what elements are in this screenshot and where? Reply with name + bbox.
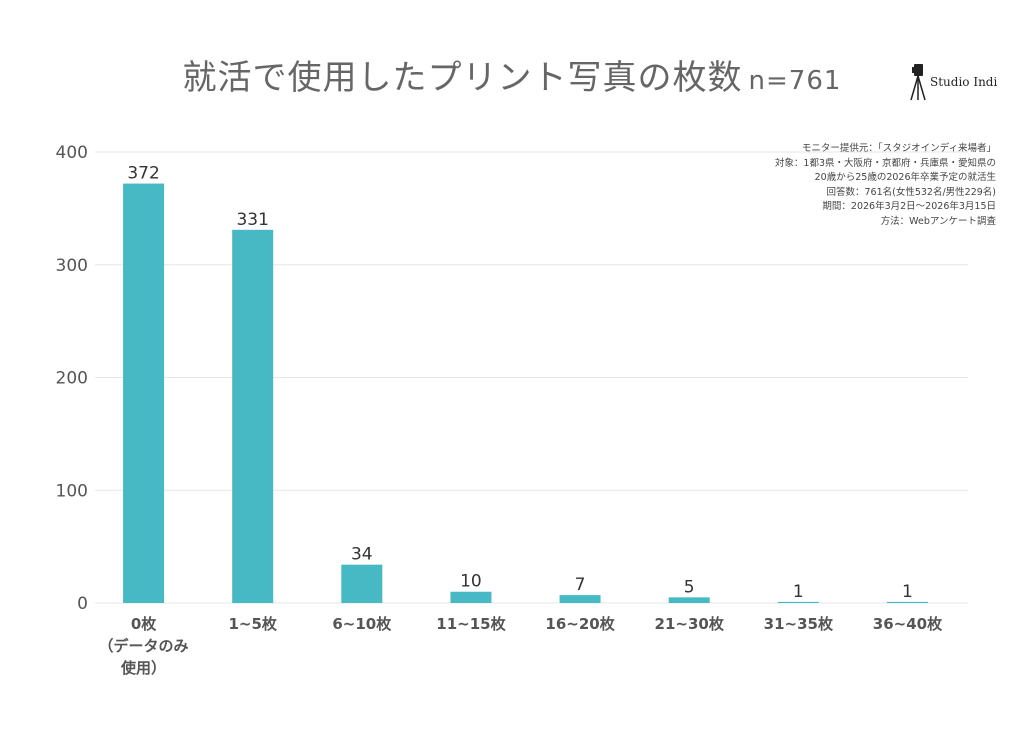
bar bbox=[341, 564, 383, 603]
bar-value-label: 1 bbox=[902, 582, 913, 602]
survey-notes: モニター提供元：「スタジオインディ来場者」 対象：1都3県・大阪府・京都府・兵庫… bbox=[775, 142, 996, 230]
bar bbox=[777, 601, 819, 603]
x-tick-label: 11~15枚 bbox=[436, 615, 506, 633]
bar-value-label: 7 bbox=[575, 575, 586, 595]
x-tick-label: 16~20枚 bbox=[545, 615, 615, 633]
chart-title: 就活で使用したプリント写真の枚数 n=761 bbox=[0, 50, 1024, 99]
bar-value-label: 10 bbox=[460, 572, 482, 592]
y-tick-label: 100 bbox=[56, 481, 88, 501]
bar bbox=[668, 597, 710, 603]
bar-value-label: 34 bbox=[351, 545, 373, 565]
note-line: 対象：1都3県・大阪府・京都府・兵庫県・愛知県の bbox=[774, 157, 996, 169]
bar-value-label: 331 bbox=[236, 210, 268, 230]
camera-tripod-icon bbox=[910, 64, 926, 101]
bar-value-label: 5 bbox=[684, 577, 695, 597]
note-line: 20歳から25歳の2026年卒業予定の就活生 bbox=[814, 172, 996, 184]
x-tick-label: 使用） bbox=[120, 659, 166, 677]
bar bbox=[123, 183, 165, 603]
bar bbox=[232, 229, 274, 604]
note-line: 方法：Webアンケート調査 bbox=[880, 215, 996, 227]
x-tick-label: 1~5枚 bbox=[228, 615, 277, 633]
y-tick-label: 400 bbox=[56, 143, 88, 163]
x-tick-label: 6~10枚 bbox=[332, 615, 392, 633]
note-line: 回答数：761名(女性532名/男性229名) bbox=[826, 186, 996, 198]
chart-title-text: 就活で使用したプリント写真の枚数 bbox=[182, 58, 743, 98]
x-tick-label: 36~40枚 bbox=[873, 615, 943, 633]
x-tick-label: （データのみ bbox=[99, 637, 189, 655]
y-tick-label: 200 bbox=[56, 369, 88, 389]
note-line: 期間：2026年3月2日〜2026年3月15日 bbox=[822, 201, 996, 213]
logo-text: Studio Indi bbox=[930, 75, 998, 89]
bar-value-label: 1 bbox=[793, 582, 804, 602]
x-tick-label: 21~30枚 bbox=[655, 615, 725, 633]
bar bbox=[559, 595, 601, 603]
y-tick-label: 0 bbox=[77, 594, 88, 614]
studio-indi-logo: Studio Indi bbox=[908, 62, 998, 102]
note-line: モニター提供元：「スタジオインディ来場者」 bbox=[801, 143, 996, 154]
bar bbox=[450, 591, 492, 603]
x-tick-label: 0枚 bbox=[131, 615, 157, 633]
x-tick-label: 31~35枚 bbox=[764, 615, 834, 633]
y-tick-label: 300 bbox=[56, 256, 88, 276]
bar bbox=[886, 601, 928, 603]
bar-value-label: 372 bbox=[127, 164, 159, 184]
sample-size: n=761 bbox=[748, 66, 842, 96]
